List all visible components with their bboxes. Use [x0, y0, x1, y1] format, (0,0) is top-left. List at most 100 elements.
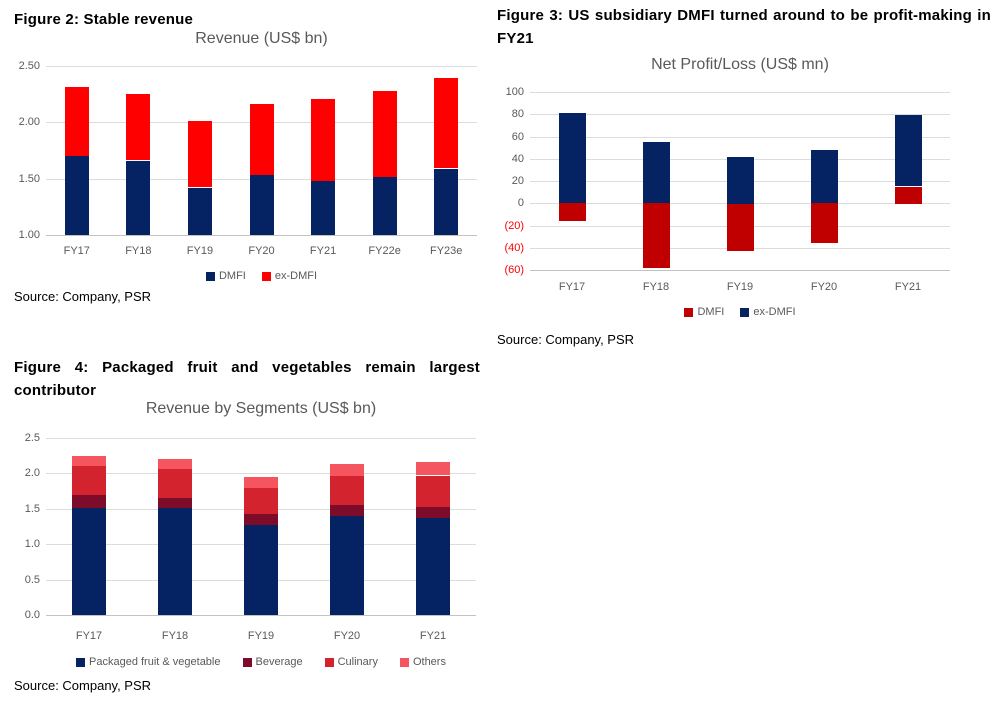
y-tick-label: 0.5 [24, 574, 40, 586]
bar-segment [643, 142, 670, 203]
y-tick-label: (20) [504, 220, 524, 232]
bar-segment [244, 488, 278, 514]
x-tick-label: FY19 [726, 281, 754, 293]
bar-segment [895, 115, 922, 186]
bar-segment [72, 466, 106, 495]
y-tick-label: 100 [505, 86, 524, 98]
chart-title: Revenue (US$ bn) [195, 30, 328, 47]
revenue-by-segments-chart: Revenue by Segments (US$ bn) Packaged fr… [14, 398, 480, 688]
y-tick-label: 1.50 [18, 173, 40, 185]
x-tick-label: FY23e [429, 245, 463, 257]
figure-4: Figure 4: Packaged fruit and vegetables … [14, 356, 480, 716]
y-tick-label: 1.00 [18, 229, 40, 241]
bar-segment [330, 476, 364, 505]
figure-4-heading: Figure 4: Packaged fruit and vegetables … [14, 359, 480, 399]
bar-segment [244, 477, 278, 488]
legend-item: Others [399, 656, 446, 668]
x-tick-label: FY21 [419, 630, 447, 642]
legend-swatch [399, 657, 409, 667]
bar-segment [188, 188, 212, 235]
bar-segment [434, 78, 458, 168]
bar-segment [65, 156, 89, 235]
y-tick-label: 80 [511, 108, 524, 120]
gridline [530, 137, 950, 138]
bar-segment [158, 498, 192, 508]
bar-segment [643, 203, 670, 268]
legend-label: Culinary [337, 656, 378, 668]
gridline [46, 473, 476, 474]
figure-3: Figure 3: US subsidiary DMFI turned arou… [497, 4, 991, 354]
chart-title: Net Profit/Loss (US$ mn) [651, 56, 829, 73]
legend-swatch [76, 657, 86, 667]
bar-segment [727, 157, 754, 204]
legend-label: ex-DMFI [274, 270, 318, 282]
x-tick-label: FY20 [248, 245, 275, 257]
bar-segment [126, 94, 150, 160]
x-tick-label: FY21 [309, 245, 337, 257]
bar-segment [65, 87, 89, 156]
x-tick-label: FY18 [642, 281, 670, 293]
plot-area [46, 438, 476, 616]
x-tick-label: FY18 [161, 630, 189, 642]
chart-legend: DMFI ex-DMFI [530, 306, 950, 318]
figure-3-source: Source: Company, PSR [497, 332, 635, 347]
plot-area [530, 92, 950, 271]
y-tick-label: 1.5 [24, 503, 40, 515]
bar-segment [250, 175, 274, 235]
y-tick-label: 2.5 [24, 432, 40, 444]
y-tick-label: (60) [504, 264, 524, 276]
bar-segment [72, 507, 106, 615]
bar-segment [250, 104, 274, 175]
bar-segment [373, 176, 397, 235]
y-tick-label: 2.50 [18, 60, 40, 72]
x-tick-label: FY19 [247, 630, 275, 642]
legend-swatch [261, 271, 271, 281]
chart-legend: Packaged fruit & vegetable Beverage Culina… [46, 656, 476, 668]
bar-segment [416, 518, 450, 615]
y-tick-label: 2.0 [24, 467, 40, 479]
bar-segment [158, 459, 192, 469]
x-tick-label: FY19 [186, 245, 214, 257]
legend-item: ex-DMFI [261, 270, 318, 282]
gridline [46, 615, 476, 616]
plot-area [46, 66, 477, 236]
bar-segment [416, 507, 450, 518]
bar-segment [311, 99, 335, 181]
x-tick-label: FY21 [894, 281, 922, 293]
gridline [530, 92, 950, 93]
y-tick-label: 0 [517, 197, 524, 209]
legend-label: ex-DMFI [753, 306, 796, 318]
chart-legend: DMFI ex-DMFI [46, 270, 477, 282]
x-tick-label: FY17 [75, 630, 103, 642]
legend-swatch [205, 271, 215, 281]
legend-item: Culinary [324, 656, 378, 668]
x-tick-label: FY17 [558, 281, 586, 293]
bar-segment [416, 476, 450, 507]
bar-segment [434, 169, 458, 235]
bar-segment [330, 505, 364, 516]
legend-swatch [684, 307, 694, 317]
y-tick-label: (40) [504, 242, 524, 254]
bar-segment [811, 203, 838, 243]
figure-4-source: Source: Company, PSR [14, 678, 152, 693]
legend-swatch [324, 657, 334, 667]
bar-segment [188, 121, 212, 187]
legend-label: DMFI [697, 306, 725, 318]
gridline [46, 235, 477, 236]
gridline [530, 114, 950, 115]
legend-item: DMFI [205, 270, 246, 282]
bar-segment [158, 469, 192, 498]
y-tick-label: 20 [511, 175, 524, 187]
bar-segment [72, 495, 106, 508]
bar-segment [727, 203, 754, 251]
bar-segment [559, 113, 586, 203]
legend-item: DMFI [684, 306, 724, 318]
legend-label: DMFI [218, 270, 246, 282]
revenue-chart: Revenue (US$ bn) DMFI ex-DMFI 2.50 2.00 1.5… [14, 30, 480, 290]
x-tick-label: FY18 [125, 245, 152, 257]
x-tick-label: FY22e [368, 245, 401, 257]
net-profit-loss-chart: Net Profit/Loss (US$ mn) DMFI ex-DMFI 100… [497, 54, 991, 334]
y-tick-label: 2.00 [18, 116, 40, 128]
y-tick-label: 40 [511, 153, 524, 165]
